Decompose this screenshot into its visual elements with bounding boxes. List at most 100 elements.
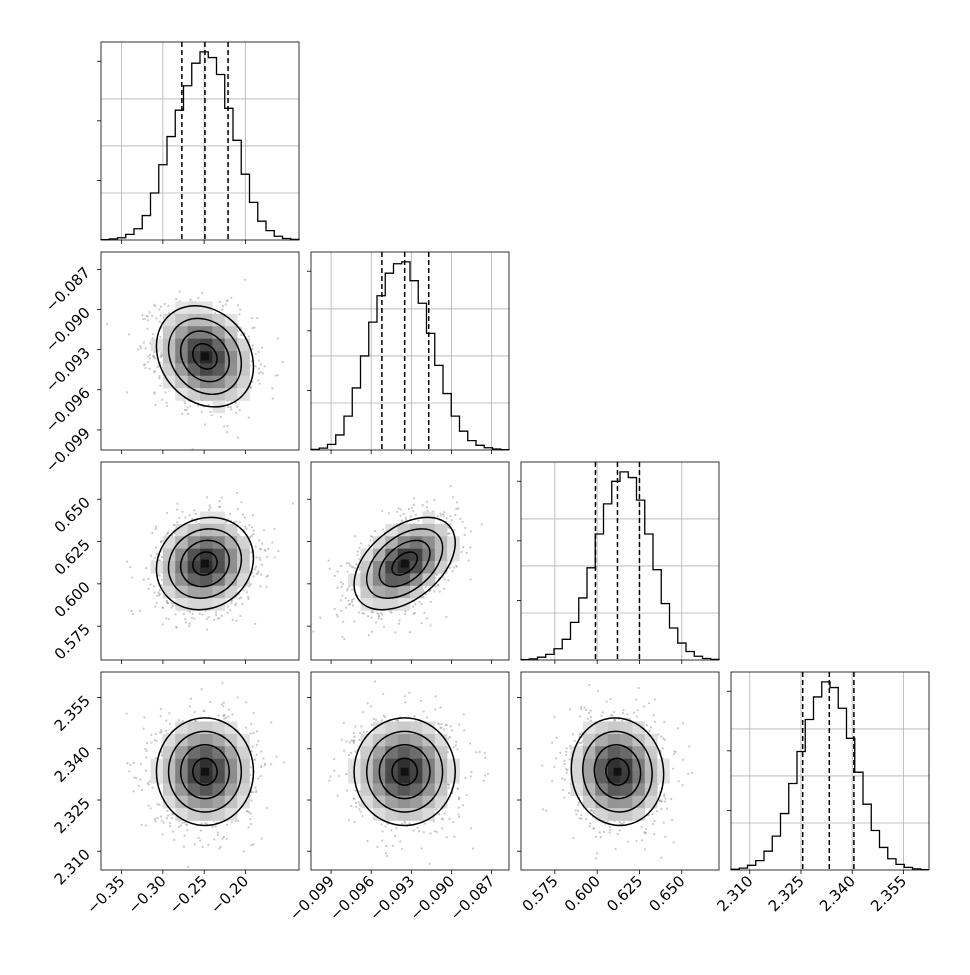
density-cell — [385, 758, 398, 772]
scatter-point — [129, 763, 132, 767]
scatter-point — [663, 794, 666, 798]
scatter-point — [339, 581, 342, 584]
scatter-point — [144, 347, 147, 350]
histogram-step — [520, 471, 720, 661]
scatter-point — [199, 829, 203, 832]
density-cell — [237, 536, 250, 549]
density-cell — [162, 313, 176, 327]
scatter-frame — [100, 671, 300, 871]
scatter-point — [159, 384, 162, 387]
scatter-point — [142, 341, 145, 344]
scatter-point — [161, 606, 165, 609]
scatter-point — [652, 714, 655, 717]
scatter-point — [237, 304, 240, 307]
scatter-point — [270, 721, 273, 724]
scatter-point — [156, 365, 159, 369]
scatter-point — [563, 778, 566, 781]
density-cell — [582, 795, 596, 809]
density-cell — [162, 733, 176, 747]
density-cell — [187, 783, 201, 797]
scatter-point — [410, 506, 414, 509]
scatter-point — [333, 574, 336, 577]
scatter-point — [449, 725, 452, 728]
density-cell — [595, 795, 608, 809]
scatter-point — [273, 556, 276, 559]
scatter-point — [672, 841, 675, 844]
scatter-point — [425, 617, 428, 620]
scatter-point — [632, 711, 636, 714]
scatter-point — [168, 722, 172, 725]
histogram-frame — [520, 461, 720, 661]
y-tick-label: 0.575 — [51, 620, 94, 663]
scatter-point — [261, 372, 264, 375]
scatter-point — [249, 732, 252, 735]
scatter-point — [565, 753, 568, 757]
scatter-point — [358, 732, 361, 735]
scatter-point — [609, 697, 612, 701]
density-cell — [422, 548, 436, 562]
scatter-point — [162, 821, 165, 824]
scatter-point — [664, 797, 667, 800]
density-cell — [410, 573, 423, 587]
scatter-point — [227, 715, 230, 718]
scatter-point — [235, 491, 239, 495]
contour-line — [378, 744, 431, 800]
x-tick-label: 0.575 — [519, 872, 562, 915]
scatter-panel-0-2 — [97, 491, 294, 664]
scatter-point — [422, 710, 425, 713]
scatter-point — [148, 310, 151, 314]
scatter-point — [408, 822, 411, 825]
scatter-point — [271, 387, 274, 390]
scatter-point — [653, 698, 656, 701]
scatter-point — [348, 741, 351, 744]
scatter-point — [160, 753, 163, 756]
scatter-point — [251, 514, 255, 517]
histogram-panel-0 — [97, 42, 300, 244]
scatter-point — [637, 686, 640, 690]
scatter-point — [189, 298, 192, 301]
scatter-point — [217, 714, 220, 717]
scatter-point — [147, 355, 150, 358]
scatter-point — [249, 582, 252, 586]
scatter-point — [645, 827, 648, 831]
scatter-point — [613, 711, 616, 714]
density-cell — [187, 721, 201, 735]
contour-line — [167, 730, 243, 813]
scatter-point — [176, 502, 179, 505]
scatter-point — [149, 807, 152, 810]
scatter-point — [275, 755, 278, 758]
scatter-point — [158, 377, 161, 380]
scatter-point — [440, 514, 443, 517]
scatter-point — [605, 700, 608, 703]
scatter-point — [376, 845, 379, 848]
scatter-point — [252, 532, 255, 536]
scatter-point — [151, 332, 155, 336]
scatter-point — [423, 822, 427, 825]
density-cell — [620, 758, 633, 772]
scatter-point — [642, 705, 646, 708]
scatter-point — [484, 756, 487, 759]
scatter-point — [595, 852, 599, 855]
density-peak — [400, 559, 409, 568]
scatter-point — [651, 812, 654, 816]
scatter-point — [158, 320, 161, 323]
histogram-step — [100, 51, 300, 241]
density-cell — [632, 808, 646, 821]
scatter-point — [451, 729, 454, 732]
scatter-point — [256, 316, 259, 320]
scatter-point — [178, 516, 181, 520]
scatter-point — [153, 818, 157, 821]
scatter-point — [201, 845, 204, 848]
scatter-point — [445, 615, 448, 618]
scatter-point — [209, 700, 212, 704]
density-cell — [385, 536, 398, 549]
scatter-point — [257, 570, 260, 573]
scatter-point — [130, 610, 133, 613]
density-cell — [397, 548, 411, 562]
scatter-point — [593, 809, 596, 812]
panel-content — [328, 680, 490, 865]
scatter-point — [563, 796, 566, 799]
scatter-point — [229, 609, 232, 612]
density-cell — [200, 746, 213, 759]
scatter-point — [265, 585, 268, 588]
